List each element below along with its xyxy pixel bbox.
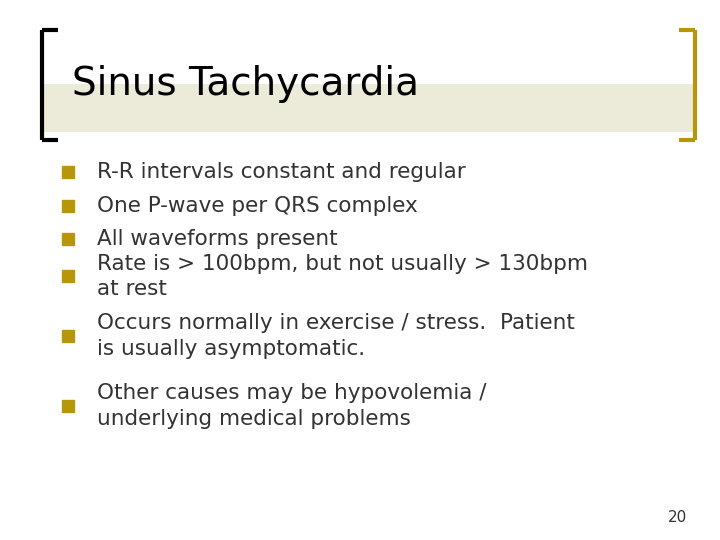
Bar bbox=[42, 84, 695, 132]
Text: Occurs normally in exercise / stress.  Patient
is usually asymptomatic.: Occurs normally in exercise / stress. Pa… bbox=[97, 313, 575, 359]
Text: One P-wave per QRS complex: One P-wave per QRS complex bbox=[97, 196, 418, 217]
Text: R-R intervals constant and regular: R-R intervals constant and regular bbox=[97, 161, 466, 182]
Text: Sinus Tachycardia: Sinus Tachycardia bbox=[72, 65, 419, 103]
Text: Other causes may be hypovolemia /
underlying medical problems: Other causes may be hypovolemia / underl… bbox=[97, 383, 487, 429]
Text: Rate is > 100bpm, but not usually > 130bpm
at rest: Rate is > 100bpm, but not usually > 130b… bbox=[97, 254, 588, 299]
Text: 20: 20 bbox=[668, 510, 688, 525]
Text: All waveforms present: All waveforms present bbox=[97, 228, 338, 249]
